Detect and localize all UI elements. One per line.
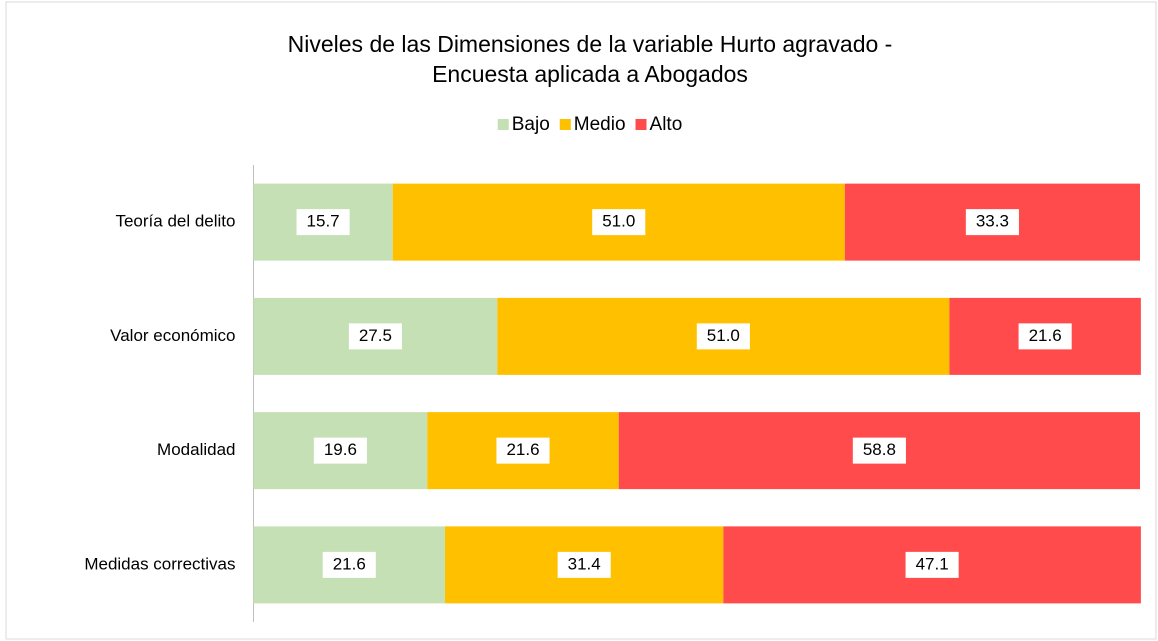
data-label-box (557, 551, 611, 578)
data-label: 27.5 (359, 326, 392, 345)
legend-swatch (635, 119, 647, 130)
data-label-box (696, 323, 750, 350)
data-label: 15.7 (307, 212, 340, 231)
data-label-box (1018, 323, 1072, 350)
data-label-box (322, 551, 376, 578)
data-label: 51.0 (707, 326, 740, 345)
data-label: 31.4 (568, 554, 601, 573)
data-label: 21.6 (333, 554, 366, 573)
legend-swatch (497, 119, 509, 130)
data-label-box (852, 437, 906, 464)
legend-label: Medio (574, 114, 626, 135)
data-label: 21.6 (506, 440, 539, 459)
data-label: 21.6 (1029, 326, 1062, 345)
data-label-box (592, 209, 646, 236)
data-label-box (965, 209, 1019, 236)
chart-title: Niveles de las Dimensiones de la variabl… (288, 31, 893, 57)
y-tick-label: Valor económico (110, 326, 235, 345)
y-tick-label: Modalidad (157, 440, 235, 459)
data-label-box (905, 551, 959, 578)
y-tick-label: Medidas correctivas (84, 554, 235, 573)
data-label-box (313, 437, 367, 464)
legend-swatch (559, 119, 571, 130)
data-label-box (296, 209, 350, 236)
data-label: 51.0 (602, 212, 635, 231)
legend-label: Bajo (512, 114, 550, 135)
data-label: 47.1 (916, 554, 949, 573)
y-tick-label: Teoría del delito (115, 212, 235, 231)
data-label-box (348, 323, 402, 350)
data-label: 58.8 (863, 440, 896, 459)
chart-title: Encuesta aplicada a Abogados (432, 61, 748, 87)
data-label: 33.3 (976, 212, 1009, 231)
data-label: 19.6 (324, 440, 357, 459)
legend-label: Alto (650, 114, 683, 135)
data-label-box (496, 437, 550, 464)
